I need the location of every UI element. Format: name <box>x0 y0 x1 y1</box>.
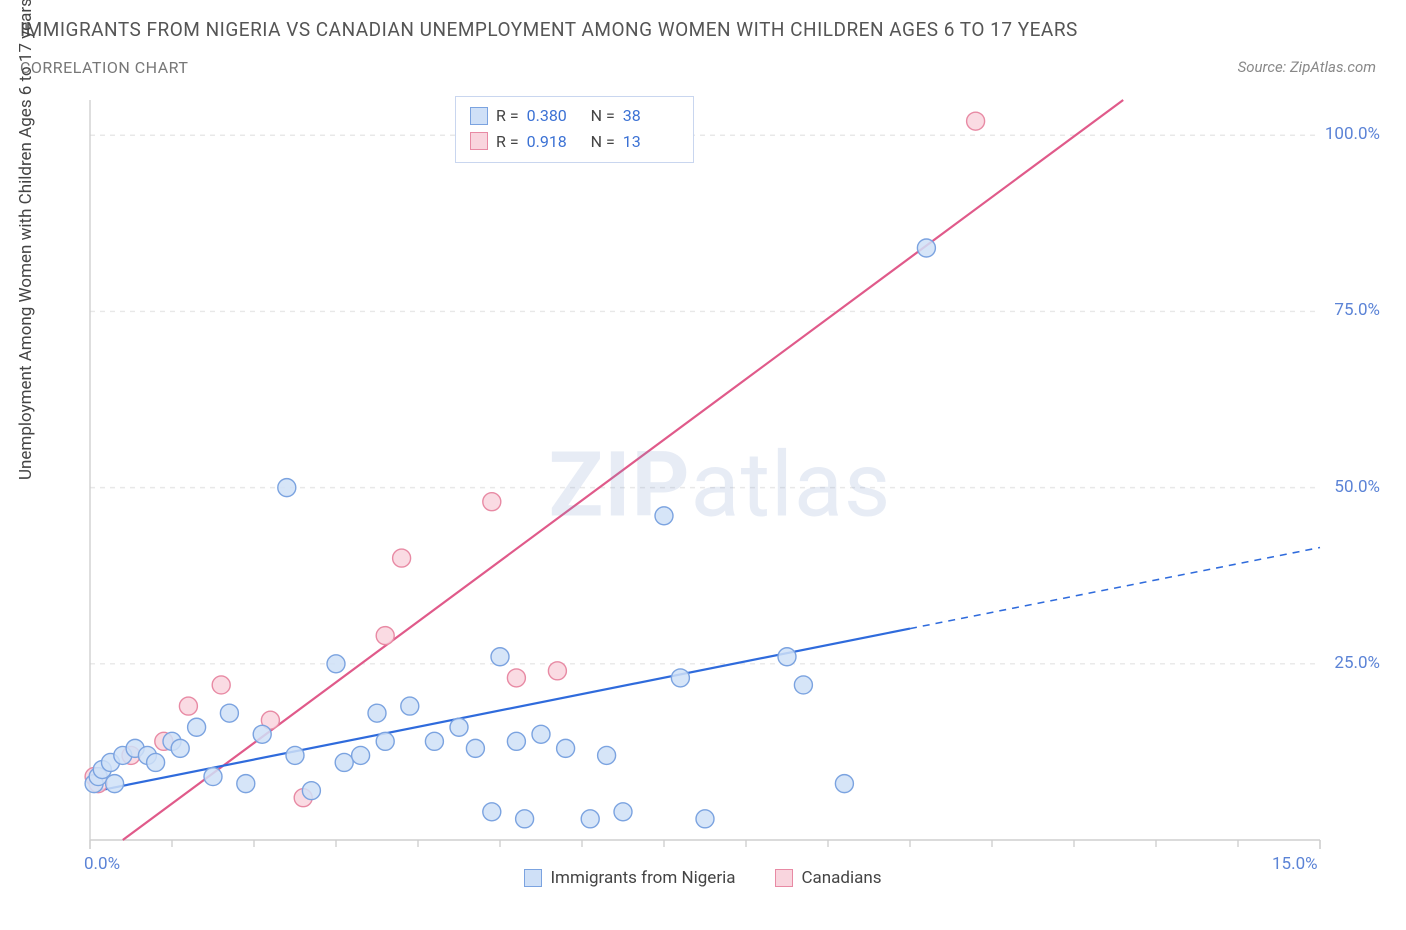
n-label: N = <box>591 129 615 155</box>
series-legend: Immigrants from Nigeria Canadians <box>0 868 1406 888</box>
n-value: 13 <box>623 129 679 155</box>
n-label: N = <box>591 103 615 129</box>
y-tick-label: 75.0% <box>1310 300 1380 320</box>
scatter-plot-svg <box>70 90 1370 880</box>
n-value: 38 <box>623 103 679 129</box>
source-name: ZipAtlas.com <box>1290 58 1376 76</box>
legend-swatch <box>470 107 488 125</box>
stats-row: R = 0.380 N = 38 <box>470 103 679 129</box>
r-value: 0.918 <box>527 129 583 155</box>
stats-row: R = 0.918 N = 13 <box>470 129 679 155</box>
y-axis-label: Unemployment Among Women with Children A… <box>16 0 36 480</box>
r-label: R = <box>496 103 519 129</box>
x-tick-label: 0.0% <box>84 854 120 874</box>
legend-item: Canadians <box>775 868 881 888</box>
legend-swatch <box>470 132 488 150</box>
y-tick-label: 25.0% <box>1310 653 1380 673</box>
legend-item: Immigrants from Nigeria <box>524 868 735 888</box>
chart-subtitle: CORRELATION CHART <box>20 58 188 77</box>
y-tick-label: 100.0% <box>1310 124 1380 144</box>
legend-swatch <box>775 869 793 887</box>
source-credit: Source: ZipAtlas.com <box>1238 58 1376 76</box>
legend-label: Canadians <box>801 868 881 888</box>
x-tick-label: 15.0% <box>1272 854 1318 874</box>
chart-title: IMMIGRANTS FROM NIGERIA VS CANADIAN UNEM… <box>20 18 1078 41</box>
source-label: Source: <box>1238 58 1290 76</box>
legend-label: Immigrants from Nigeria <box>550 868 735 888</box>
y-tick-label: 50.0% <box>1310 477 1380 497</box>
legend-swatch <box>524 869 542 887</box>
correlation-stats-box: R = 0.380 N = 38 R = 0.918 N = 13 <box>455 96 694 163</box>
r-label: R = <box>496 129 519 155</box>
r-value: 0.380 <box>527 103 583 129</box>
plot-area: ZIPatlas <box>70 90 1370 880</box>
